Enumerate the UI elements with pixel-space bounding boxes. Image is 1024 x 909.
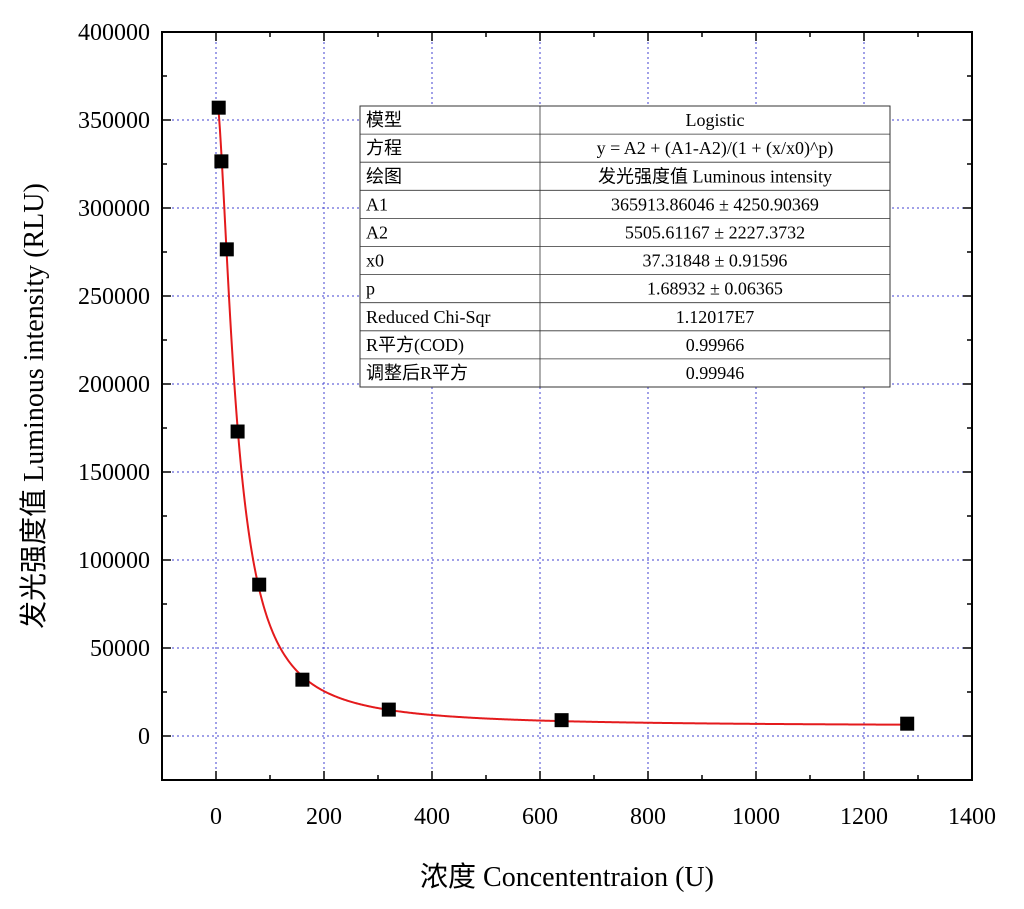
- x-tick-label: 400: [414, 804, 450, 830]
- fit-table-param-name: R平方(COD): [366, 335, 464, 356]
- y-tick-label: 0: [138, 724, 150, 750]
- x-tick-label: 0: [210, 804, 222, 830]
- data-point: [252, 577, 267, 592]
- data-point: [554, 713, 569, 728]
- x-tick-label: 1200: [840, 804, 888, 830]
- fit-table-param-value: 365913.86046 ± 4250.90369: [611, 194, 819, 214]
- fit-table-param-value: 0.99966: [686, 335, 745, 355]
- axis-ticks: [161, 31, 973, 781]
- fit-table-param-name: 绘图: [366, 166, 402, 186]
- fit-table-param-value: y = A2 + (A1-A2)/(1 + (x/x0)^p): [597, 138, 834, 159]
- y-tick-label: 50000: [90, 636, 150, 662]
- x-axis-title: 浓度 Concententraion (U): [420, 861, 714, 893]
- x-tick-label: 1000: [732, 804, 780, 830]
- fit-table-param-value: 发光强度值 Luminous intensity: [598, 166, 832, 186]
- y-tick-label: 350000: [78, 108, 150, 134]
- fit-table-param-name: A1: [366, 194, 388, 214]
- fit-table-param-value: 37.31848 ± 0.91596: [643, 251, 788, 271]
- fit-table-param-name: x0: [366, 251, 384, 271]
- fit-table-param-value: 1.12017E7: [676, 307, 755, 327]
- x-tick-label: 800: [630, 804, 666, 830]
- data-point: [295, 672, 310, 687]
- y-tick-label: 150000: [78, 460, 150, 486]
- fit-table-param-name: p: [366, 279, 375, 299]
- x-tick-label: 200: [306, 804, 342, 830]
- y-tick-label: 300000: [78, 196, 150, 222]
- y-tick-labels: 0 50000 100000 150000 200000 250000 300000 3500…: [78, 20, 150, 750]
- fit-table-param-name: 调整后R平方: [366, 363, 468, 383]
- y-tick-label: 100000: [78, 548, 150, 574]
- fit-results-table: 模型 Logistic 方程 y = A2 + (A1-A2)/(1 + (x/x0)…: [359, 105, 891, 388]
- x-tick-label: 1400: [948, 804, 996, 830]
- data-point: [900, 716, 915, 731]
- data-point: [211, 100, 226, 115]
- data-point: [381, 702, 396, 717]
- y-tick-label: 400000: [78, 20, 150, 46]
- fit-table-param-value: 1.68932 ± 0.06365: [647, 279, 783, 299]
- plot-frame: [161, 31, 973, 781]
- fit-table-param-name: 方程: [366, 138, 402, 158]
- fit-table-param-name: Reduced Chi-Sqr: [366, 307, 490, 327]
- data-point: [214, 154, 229, 169]
- fit-table-param-value: 0.99946: [686, 363, 745, 383]
- fit-table-param-value: Logistic: [686, 110, 745, 130]
- data-point: [219, 242, 234, 257]
- fit-table-param-name: 模型: [366, 110, 402, 130]
- y-tick-label: 200000: [78, 372, 150, 398]
- y-tick-label: 250000: [78, 284, 150, 310]
- x-tick-labels: 0 200 400 600 800 1000 1200 1400: [210, 804, 996, 830]
- data-points: [211, 100, 915, 731]
- fit-table-param-value: 5505.61167 ± 2227.3732: [625, 222, 805, 242]
- x-tick-label: 600: [522, 804, 558, 830]
- data-point: [230, 424, 245, 439]
- y-axis-title: 发光强度值 Luminous intensity (RLU): [18, 183, 50, 629]
- fit-table-param-name: A2: [366, 222, 388, 242]
